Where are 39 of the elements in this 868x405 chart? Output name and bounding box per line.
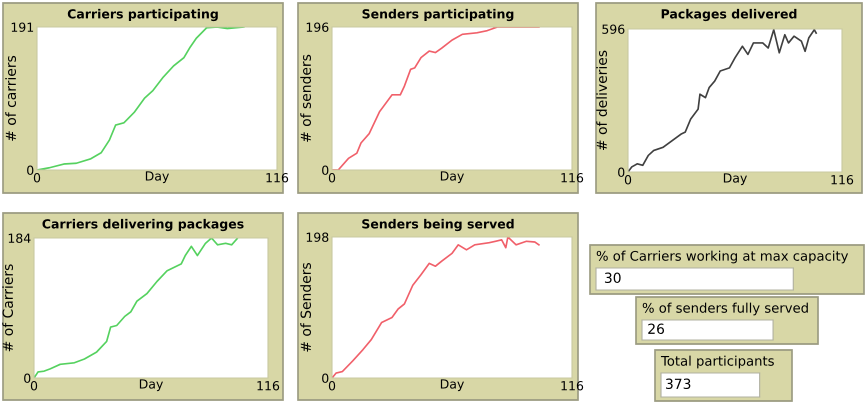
x-tick-label: 116 <box>561 173 584 182</box>
x-tick-label: 116 <box>831 175 854 184</box>
x-axis-title: Day <box>140 379 163 392</box>
text: 30 <box>604 272 621 284</box>
x-axis-title: Day <box>440 171 464 184</box>
y-tick-label: 191 <box>12 22 34 32</box>
x-tick-label: 116 <box>561 381 584 390</box>
x-axis-title: Day <box>146 171 169 184</box>
x-tick-label: 0 <box>328 173 336 182</box>
text: 373 <box>666 378 690 390</box>
y-tick-label: 0 <box>322 165 328 175</box>
text: 26 <box>648 324 664 334</box>
chart-title: Carriers delivering packages <box>42 218 244 232</box>
x-tick-label: 116 <box>257 381 280 390</box>
x-tick-label: 0 <box>328 381 336 390</box>
y-axis-title: # of Senders <box>300 263 312 352</box>
y-axis-title: # of deliveries <box>596 50 608 150</box>
y-tick-label: 196 <box>306 22 328 32</box>
x-tick-label: 0 <box>624 175 632 184</box>
y-axis-title: # of Carriers <box>2 264 14 352</box>
x-tick-label: 116 <box>266 173 288 182</box>
x-axis-title: Day <box>724 173 747 186</box>
chart-title: Senders being served <box>362 218 514 232</box>
x-axis-title: Day <box>440 379 464 392</box>
text: % of senders fully served <box>642 302 808 316</box>
x-tick-label: 0 <box>34 173 40 182</box>
chart-title: Senders participating <box>362 8 514 22</box>
y-tick-label: 198 <box>306 232 328 242</box>
chart-title: Carriers participating <box>68 8 218 22</box>
y-tick-label: 596 <box>602 24 624 34</box>
y-tick-label: 0 <box>27 165 34 175</box>
y-tick-label: 184 <box>8 233 31 243</box>
text: % of Carriers working at max capacity <box>596 250 848 264</box>
y-tick-label: 0 <box>322 373 328 383</box>
y-axis-title: # of senders <box>300 54 312 142</box>
text: Total participants <box>660 356 774 368</box>
chart-title: Packages delivered <box>662 8 796 22</box>
y-tick-label: 0 <box>24 373 30 383</box>
y-axis-title: # of carriers <box>5 56 16 141</box>
